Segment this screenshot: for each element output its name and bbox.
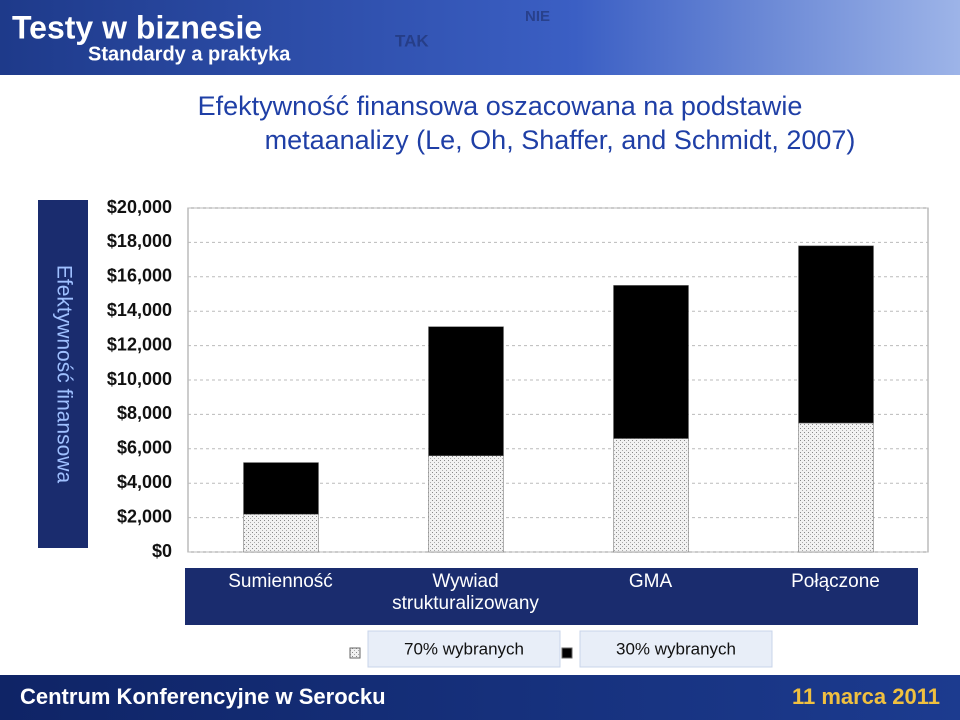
stamp: TAK — [395, 31, 429, 50]
footer-left: Centrum Konferencyjne w Serocku — [20, 684, 386, 709]
y-tick-label: $10,000 — [107, 369, 172, 389]
bar-segment — [428, 455, 504, 553]
chart-title: Efektywność finansowa oszacowana na pods… — [198, 91, 803, 121]
legend-label: 70% wybranych — [404, 639, 524, 658]
y-axis-label: Efektywność finansowa — [52, 265, 75, 484]
y-tick-label: $6,000 — [117, 438, 172, 458]
y-tick-label: $2,000 — [117, 506, 172, 526]
y-tick-label: $0 — [152, 541, 172, 561]
legend-box — [579, 630, 773, 668]
x-tick-label: Połączone — [791, 571, 880, 592]
bar-segment — [428, 326, 504, 456]
bar-segment — [613, 285, 689, 439]
bar-segment — [798, 245, 874, 424]
bar-segment — [798, 422, 874, 553]
y-tick-label: $12,000 — [107, 334, 172, 354]
category-band — [185, 568, 918, 625]
stamp: NIE — [525, 8, 550, 25]
header-title: Testy w biznesie — [12, 9, 262, 45]
legend-swatch — [349, 647, 361, 659]
y-tick-label: $14,000 — [107, 300, 172, 320]
y-tick-label: $20,000 — [107, 197, 172, 217]
legend-box — [367, 630, 561, 668]
footer-banner — [0, 675, 960, 720]
y-tick-label: $18,000 — [107, 231, 172, 251]
bar-segment — [613, 438, 689, 553]
legend-label: 30% wybranych — [616, 639, 736, 658]
x-tick-label: Sumienność — [228, 571, 333, 592]
y-label-box — [38, 200, 88, 548]
x-tick-label: Wywiad strukturalizowany — [392, 571, 539, 614]
chart-title: metaanalizy (Le, Oh, Shaffer, and Schmid… — [265, 125, 856, 155]
y-tick-label: $8,000 — [117, 403, 172, 423]
footer-right: 11 marca 2011 — [792, 684, 940, 709]
bar-segment — [243, 513, 319, 553]
legend-swatch — [561, 647, 573, 659]
x-tick-label: GMA — [628, 571, 673, 592]
y-tick-label: $4,000 — [117, 472, 172, 492]
y-tick-label: $16,000 — [107, 266, 172, 286]
header-banner — [0, 0, 960, 75]
bar-segment — [243, 462, 319, 515]
header-subtitle: Standardy a praktyka — [88, 43, 291, 65]
